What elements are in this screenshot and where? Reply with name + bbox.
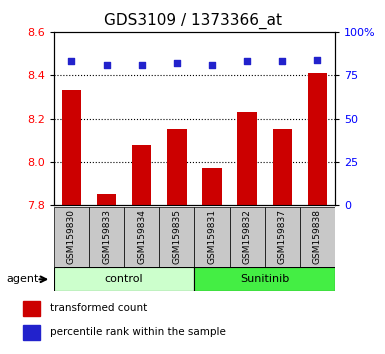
Text: transformed count: transformed count	[50, 303, 148, 313]
Text: GSM159837: GSM159837	[278, 209, 287, 264]
FancyBboxPatch shape	[54, 267, 194, 291]
Point	[69, 58, 75, 64]
Text: control: control	[105, 274, 144, 284]
Text: GSM159838: GSM159838	[313, 209, 322, 264]
Text: GSM159834: GSM159834	[137, 209, 146, 264]
FancyBboxPatch shape	[264, 207, 300, 267]
FancyBboxPatch shape	[229, 207, 264, 267]
FancyBboxPatch shape	[124, 207, 159, 267]
Point	[279, 58, 285, 64]
Text: Sunitinib: Sunitinib	[240, 274, 289, 284]
Bar	[203, 169, 222, 205]
Point	[314, 57, 320, 62]
Text: percentile rank within the sample: percentile rank within the sample	[50, 327, 226, 337]
Point	[244, 58, 250, 64]
Point	[139, 62, 145, 68]
Text: GSM159833: GSM159833	[102, 209, 111, 264]
FancyBboxPatch shape	[89, 207, 124, 267]
Text: GSM159831: GSM159831	[208, 209, 216, 264]
FancyBboxPatch shape	[300, 207, 335, 267]
FancyBboxPatch shape	[54, 207, 89, 267]
Text: GSM159835: GSM159835	[172, 209, 181, 264]
FancyBboxPatch shape	[194, 207, 229, 267]
Point	[209, 62, 215, 68]
Text: GSM159830: GSM159830	[67, 209, 76, 264]
Point	[104, 62, 110, 68]
Bar	[97, 194, 116, 205]
FancyBboxPatch shape	[194, 267, 335, 291]
Bar	[273, 130, 292, 205]
Bar	[132, 144, 151, 205]
Text: GDS3109 / 1373366_at: GDS3109 / 1373366_at	[104, 12, 281, 29]
Point	[174, 60, 180, 66]
Bar	[238, 112, 257, 205]
Bar	[23, 325, 40, 340]
Bar	[62, 90, 81, 205]
Text: agent: agent	[7, 274, 39, 284]
Bar	[167, 130, 186, 205]
Text: GSM159832: GSM159832	[243, 209, 252, 264]
Bar	[23, 301, 40, 316]
Bar	[308, 73, 327, 205]
FancyBboxPatch shape	[159, 207, 194, 267]
